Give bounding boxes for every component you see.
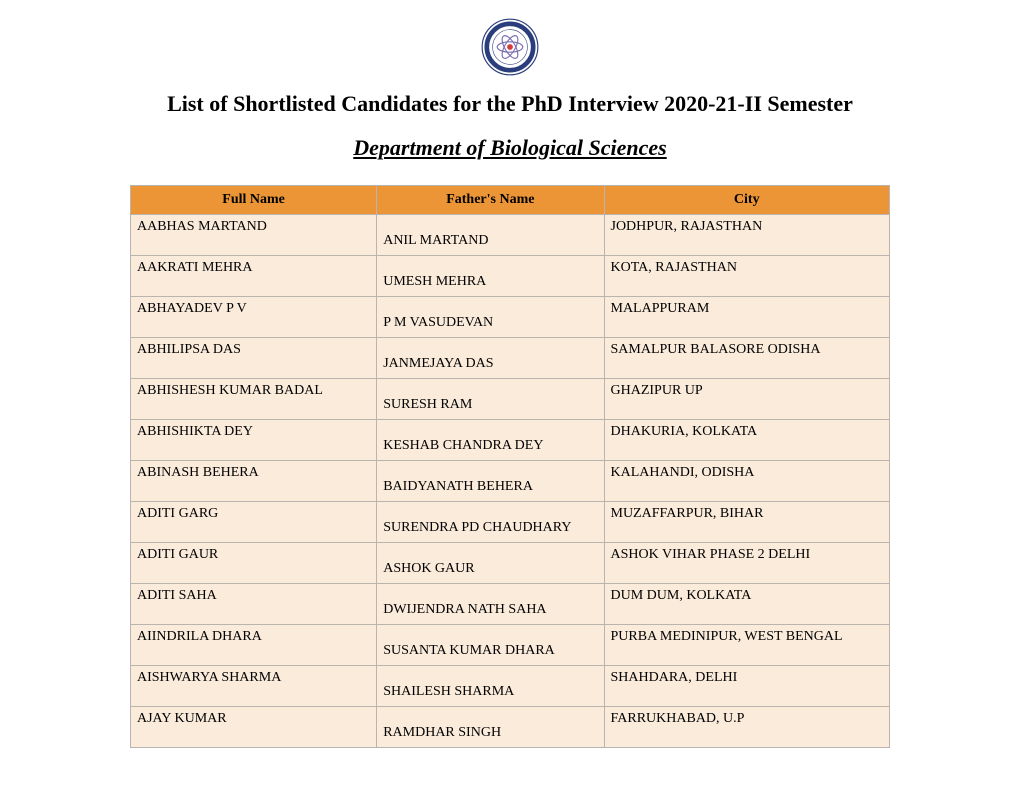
page-title: List of Shortlisted Candidates for the P… [60,91,960,117]
department-heading: Department of Biological Sciences [60,135,960,161]
table-row: ABHILIPSA DASJANMEJAYA DASSAMALPUR BALAS… [131,338,890,379]
cell-city: PURBA MEDINIPUR, WEST BENGAL [604,625,890,666]
cell-fullname: ADITI GAUR [131,543,377,584]
cell-fathersname: DWIJENDRA NATH SAHA [377,584,604,625]
cell-fullname: AABHAS MARTAND [131,215,377,256]
cell-fullname: AISHWARYA SHARMA [131,666,377,707]
cell-city: DUM DUM, KOLKATA [604,584,890,625]
cell-fathersname: UMESH MEHRA [377,256,604,297]
col-header-city: City [604,186,890,215]
col-header-fathersname: Father's Name [377,186,604,215]
table-header-row: Full Name Father's Name City [131,186,890,215]
table-row: AABHAS MARTANDANIL MARTANDJODHPUR, RAJAS… [131,215,890,256]
cell-city: FARRUKHABAD, U.P [604,707,890,748]
table-row: ABHISHIKTA DEYKESHAB CHANDRA DEYDHAKURIA… [131,420,890,461]
table-row: ADITI GARGSURENDRA PD CHAUDHARYMUZAFFARP… [131,502,890,543]
cell-fathersname: SUSANTA KUMAR DHARA [377,625,604,666]
cell-city: KALAHANDI, ODISHA [604,461,890,502]
cell-fathersname: SURESH RAM [377,379,604,420]
candidates-table: Full Name Father's Name City AABHAS MART… [130,185,890,748]
table-row: AAKRATI MEHRAUMESH MEHRAKOTA, RAJASTHAN [131,256,890,297]
cell-city: KOTA, RAJASTHAN [604,256,890,297]
cell-fathersname: P M VASUDEVAN [377,297,604,338]
cell-city: GHAZIPUR UP [604,379,890,420]
cell-fullname: ADITI SAHA [131,584,377,625]
cell-city: SAMALPUR BALASORE ODISHA [604,338,890,379]
document-page: List of Shortlisted Candidates for the P… [0,0,1020,788]
cell-fullname: AJAY KUMAR [131,707,377,748]
cell-fathersname: ANIL MARTAND [377,215,604,256]
institute-logo-icon [481,18,539,76]
cell-fullname: ABHISHIKTA DEY [131,420,377,461]
cell-fathersname: ASHOK GAUR [377,543,604,584]
cell-fullname: ABHISHESH KUMAR BADAL [131,379,377,420]
cell-city: ASHOK VIHAR PHASE 2 DELHI [604,543,890,584]
cell-fathersname: SURENDRA PD CHAUDHARY [377,502,604,543]
cell-fullname: AAKRATI MEHRA [131,256,377,297]
cell-fathersname: SHAILESH SHARMA [377,666,604,707]
cell-city: SHAHDARA, DELHI [604,666,890,707]
cell-city: JODHPUR, RAJASTHAN [604,215,890,256]
cell-fullname: ABHILIPSA DAS [131,338,377,379]
cell-city: MUZAFFARPUR, BIHAR [604,502,890,543]
table-row: ABHISHESH KUMAR BADALSURESH RAMGHAZIPUR … [131,379,890,420]
table-row: ADITI SAHADWIJENDRA NATH SAHADUM DUM, KO… [131,584,890,625]
table-row: ADITI GAURASHOK GAURASHOK VIHAR PHASE 2 … [131,543,890,584]
table-row: ABINASH BEHERABAIDYANATH BEHERAKALAHANDI… [131,461,890,502]
cell-fullname: ABHAYADEV P V [131,297,377,338]
cell-fullname: AIINDRILA DHARA [131,625,377,666]
cell-fathersname: BAIDYANATH BEHERA [377,461,604,502]
table-row: AIINDRILA DHARASUSANTA KUMAR DHARAPURBA … [131,625,890,666]
cell-fathersname: KESHAB CHANDRA DEY [377,420,604,461]
cell-fullname: ADITI GARG [131,502,377,543]
cell-city: MALAPPURAM [604,297,890,338]
cell-city: DHAKURIA, KOLKATA [604,420,890,461]
cell-fullname: ABINASH BEHERA [131,461,377,502]
table-row: AJAY KUMARRAMDHAR SINGHFARRUKHABAD, U.P [131,707,890,748]
table-row: ABHAYADEV P VP M VASUDEVANMALAPPURAM [131,297,890,338]
cell-fathersname: JANMEJAYA DAS [377,338,604,379]
cell-fathersname: RAMDHAR SINGH [377,707,604,748]
logo-container [60,18,960,81]
col-header-fullname: Full Name [131,186,377,215]
table-row: AISHWARYA SHARMASHAILESH SHARMASHAHDARA,… [131,666,890,707]
